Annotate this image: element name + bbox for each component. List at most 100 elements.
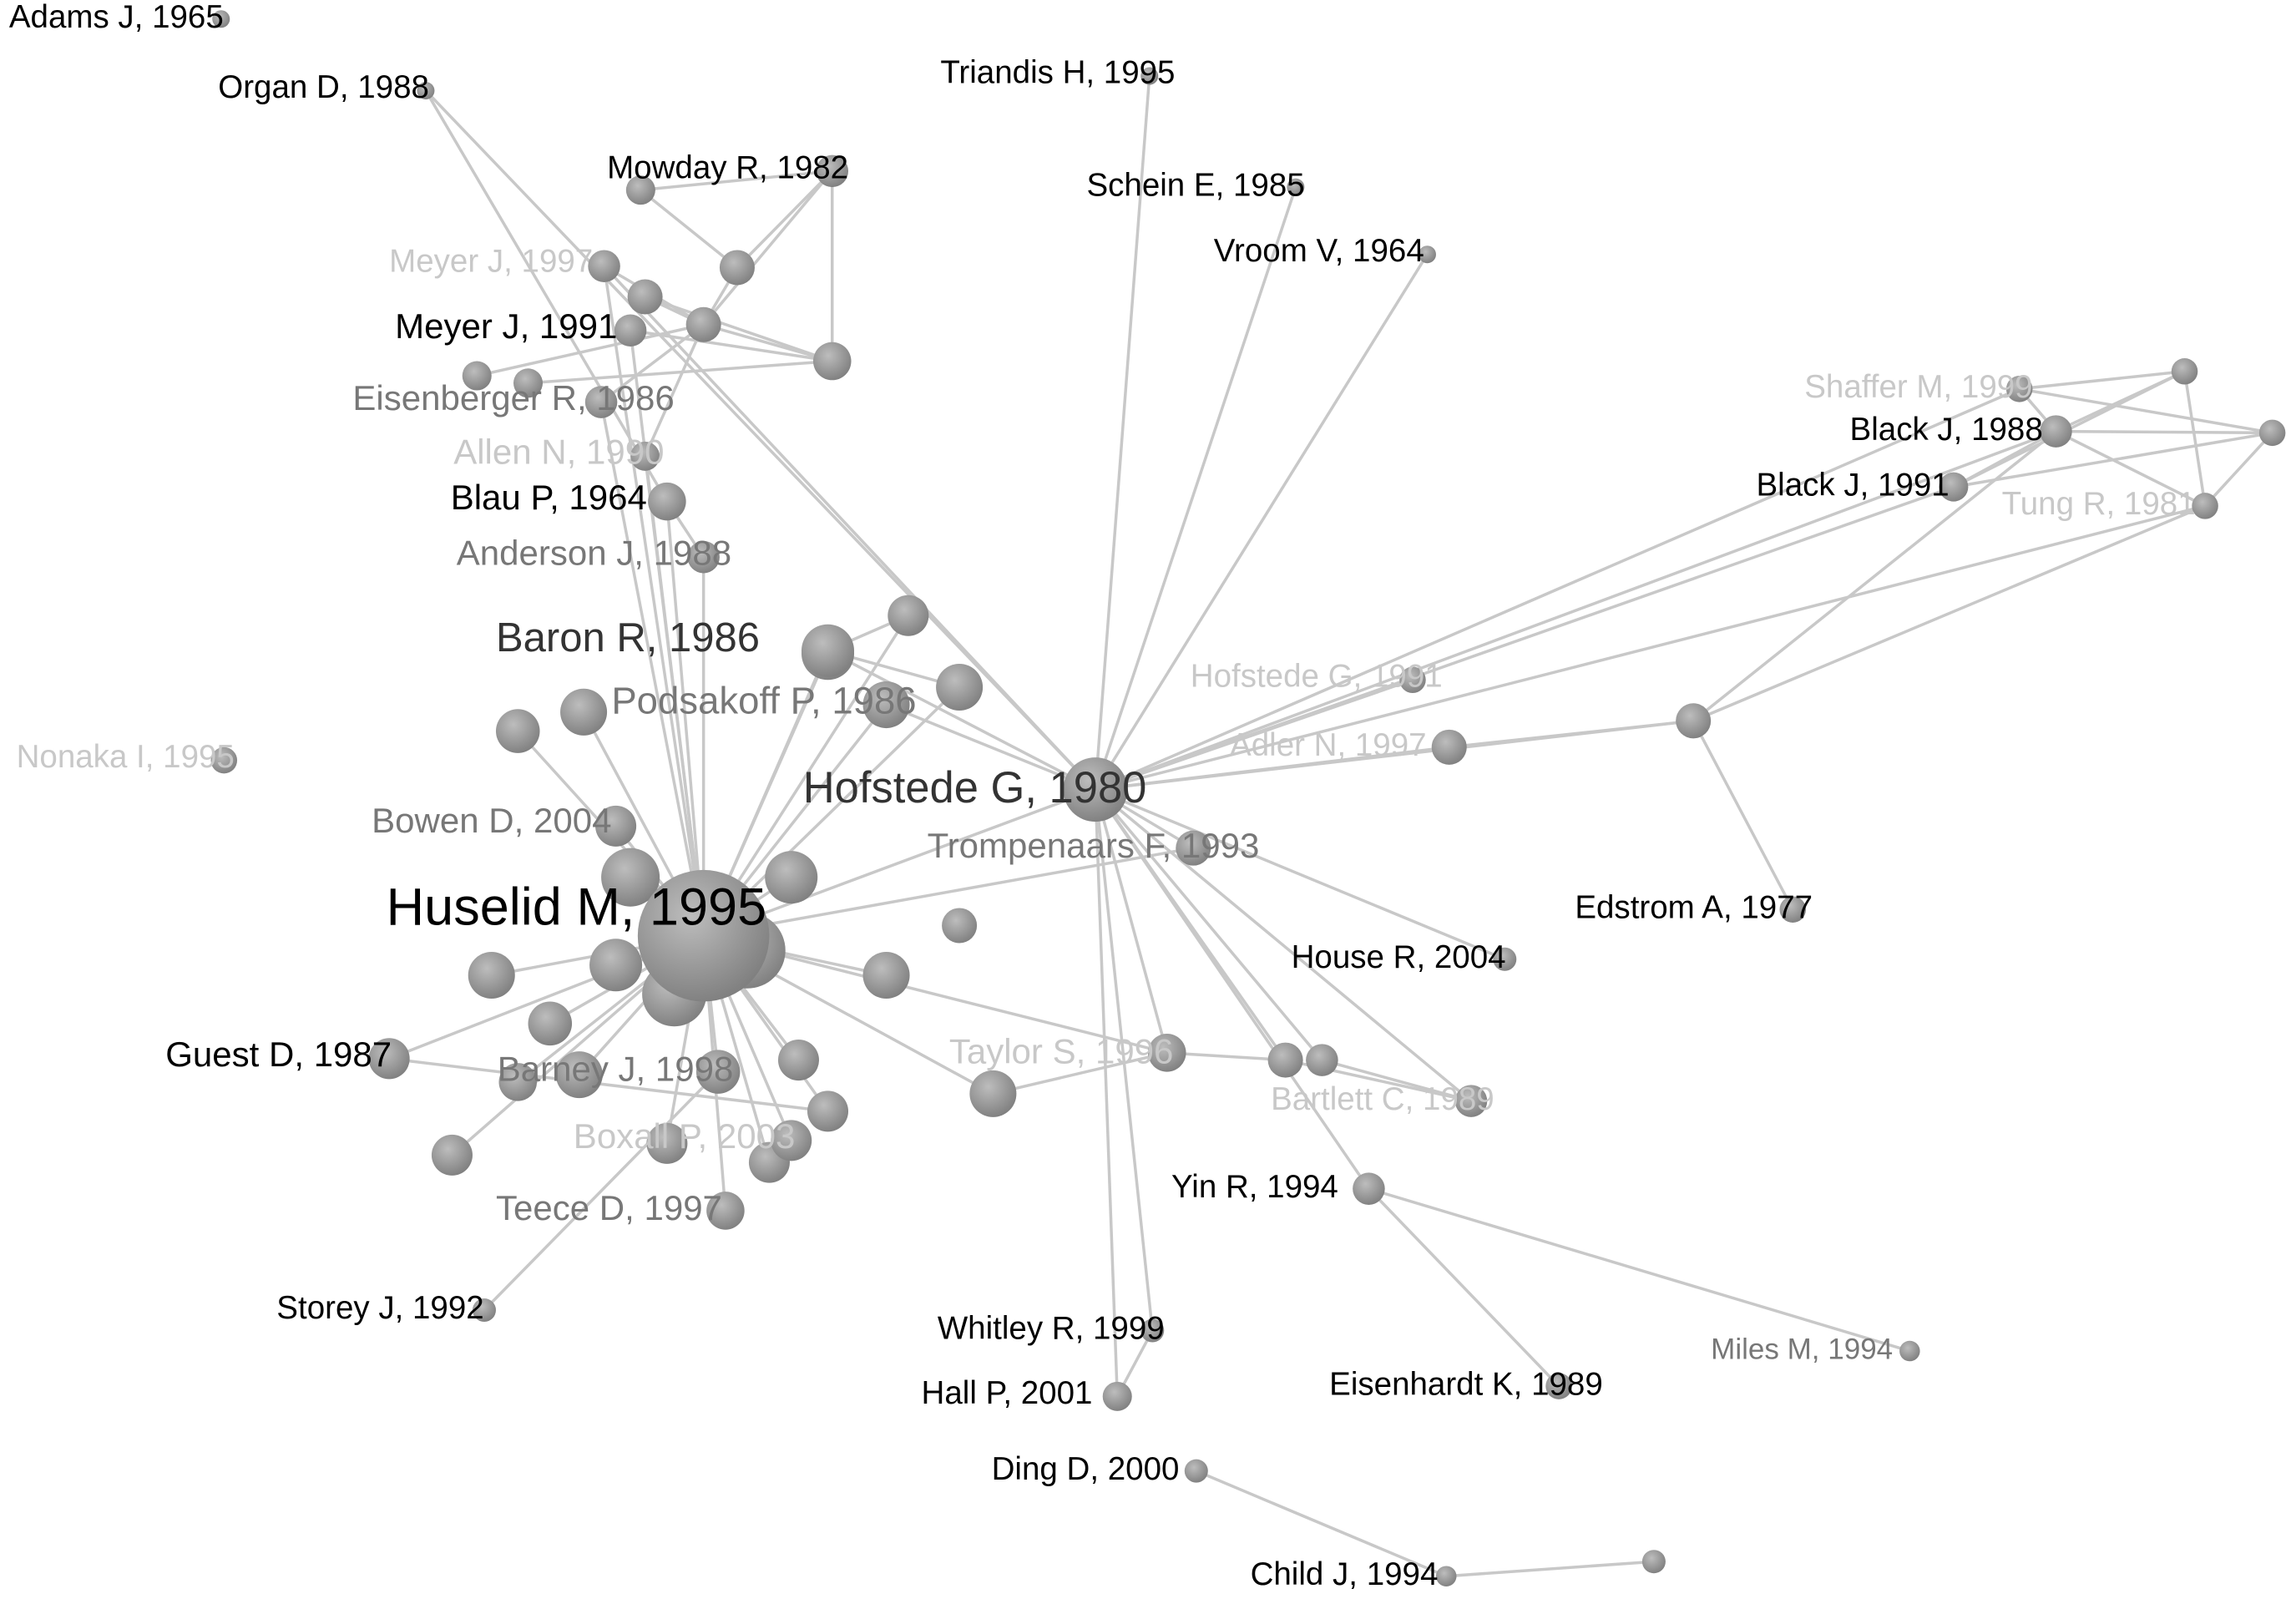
node-label: Tung R, 1981 [2002, 486, 2196, 522]
node-label: Ding D, 2000 [992, 1451, 1180, 1487]
node-label: Eisenhardt K, 1989 [1329, 1366, 1603, 1402]
edge [1196, 1470, 1447, 1578]
node [1353, 1172, 1385, 1205]
node-label: Anderson J, 1988 [457, 534, 731, 573]
node [630, 441, 660, 471]
node-label: Black J, 1991 [1756, 467, 1949, 503]
node [1454, 1085, 1488, 1117]
node [1140, 67, 1159, 85]
node [687, 540, 720, 574]
node [1493, 947, 1517, 971]
node-label: Vroom V, 1964 [1214, 233, 1424, 269]
node [555, 1051, 603, 1099]
node [637, 869, 770, 1002]
edge [1692, 720, 1794, 911]
edge [1692, 430, 2057, 722]
edge [703, 787, 1096, 938]
edge [1094, 253, 1429, 791]
edge [1094, 788, 1287, 1061]
edge [1095, 504, 2206, 792]
node [1102, 1381, 1132, 1411]
node [1399, 666, 1426, 694]
edge [736, 170, 834, 269]
node-label: Meyer J, 1991 [395, 306, 617, 346]
edge [1953, 431, 2273, 488]
node-label: Allen N, 1990 [453, 433, 664, 472]
edge [1094, 788, 1323, 1061]
node [862, 951, 910, 999]
edge [885, 703, 1096, 792]
node [1140, 1318, 1165, 1343]
node [888, 595, 929, 636]
node-label: Whitley R, 1999 [938, 1311, 1165, 1347]
node-label: Hofstede G, 1980 [803, 763, 1147, 812]
node [1287, 178, 1305, 196]
node-label: Trompenaars F, 1993 [928, 826, 1260, 865]
node [468, 951, 515, 999]
node [595, 805, 637, 847]
edge [424, 89, 669, 503]
edge [2182, 371, 2207, 507]
edge [827, 649, 1096, 792]
edge [2019, 370, 2185, 391]
node [1641, 1550, 1666, 1574]
node [498, 1063, 538, 1101]
node [1176, 830, 1211, 866]
node [210, 746, 238, 774]
node [368, 1038, 410, 1080]
node [969, 1070, 1017, 1117]
node-label: House R, 2004 [1292, 939, 1506, 975]
node-label: Barney J, 1998 [498, 1050, 734, 1089]
edge [1321, 1058, 1472, 1103]
edge [483, 1070, 720, 1312]
node-label: Mowday R, 1982 [607, 149, 848, 185]
node [1184, 1459, 1208, 1483]
node [685, 306, 721, 342]
edge [643, 456, 705, 936]
node [1779, 896, 1807, 923]
edge [2056, 429, 2273, 435]
node [589, 939, 643, 992]
nodes [210, 10, 2286, 1586]
node-label: Guest D, 1987 [165, 1035, 392, 1074]
node [695, 1050, 741, 1094]
node [584, 386, 618, 418]
node [560, 688, 608, 736]
node [771, 1120, 812, 1161]
node [212, 10, 230, 28]
node [2171, 358, 2198, 385]
node-label: Organ D, 1988 [218, 69, 429, 105]
node [1306, 1044, 1338, 1076]
node [862, 681, 910, 729]
node [1939, 472, 1969, 502]
edge [1094, 186, 1297, 791]
node [2192, 493, 2218, 519]
node [812, 342, 852, 381]
node [431, 1134, 473, 1176]
edge [599, 402, 705, 937]
node-label: Edstrom A, 1977 [1575, 889, 1813, 925]
edge [1368, 1187, 1910, 1353]
node [588, 250, 620, 282]
node-label: Hall P, 2001 [922, 1375, 1093, 1411]
node [2005, 376, 2033, 402]
node [1148, 1034, 1186, 1072]
node [765, 851, 818, 904]
node [417, 82, 435, 100]
edge [528, 359, 832, 385]
edge [424, 89, 1097, 791]
node-label: Adler N, 1997 [1230, 727, 1427, 763]
node [614, 314, 647, 347]
edge [644, 324, 705, 458]
edge [1094, 788, 1473, 1102]
node [627, 279, 663, 315]
edge [1446, 1560, 1655, 1578]
edge [1094, 789, 1154, 1331]
node [648, 482, 686, 521]
node [495, 709, 540, 753]
node-label: Huselid M, 1995 [387, 878, 766, 937]
edge [1094, 75, 1151, 790]
node [528, 1001, 573, 1046]
